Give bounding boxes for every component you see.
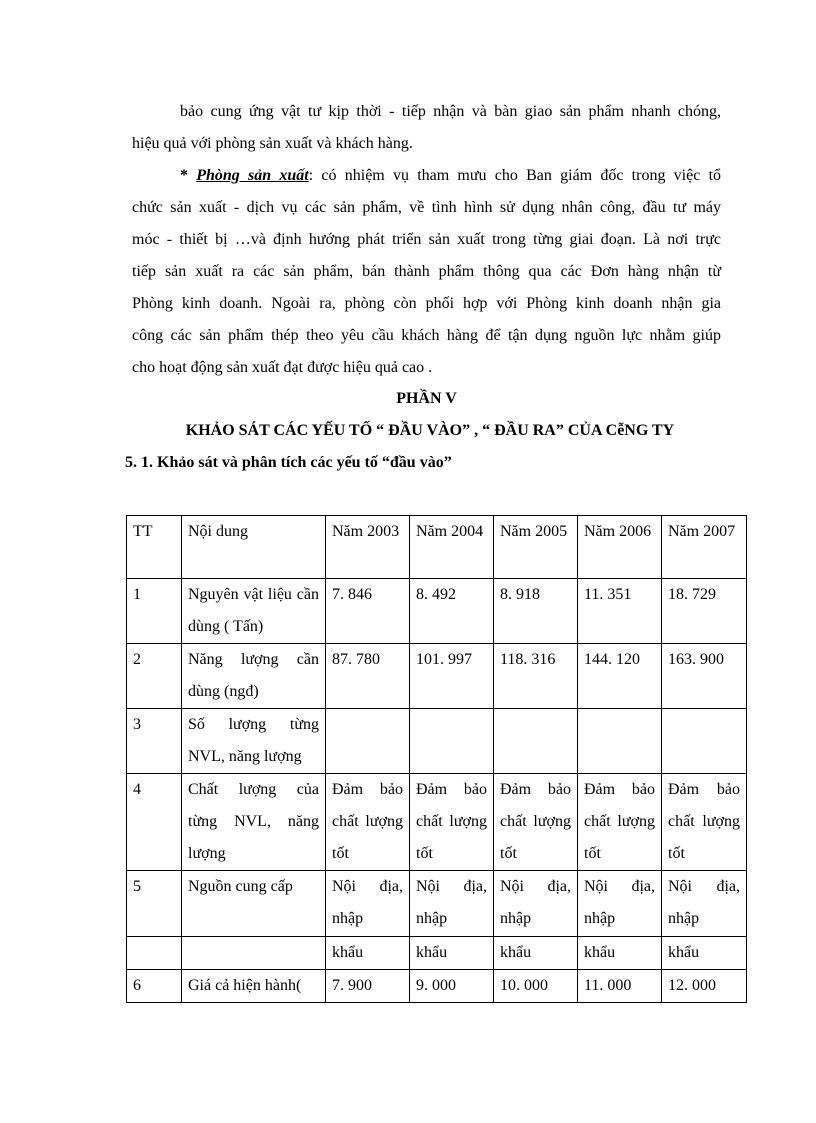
table-cell: Đảm bảo chất lượng tốt [661, 773, 747, 871]
table-cell: 2 [126, 643, 182, 709]
text-line: Phòng kinh doanh. Ngoài ra, phòng còn ph… [132, 295, 721, 312]
table-cell: 87. 780 [325, 643, 410, 709]
text-line: công các sản phẩm thép theo yêu cầu khác… [132, 327, 721, 344]
table-cell [577, 708, 662, 774]
table-cell [325, 708, 410, 774]
table-row: 5 Nguồn cung cấp Nội địa, nhập Nội địa, nhậ… [126, 870, 747, 937]
table-cell: khẩu [325, 936, 410, 970]
part-title: PHẦN V [396, 390, 457, 407]
table-cell [126, 936, 182, 970]
table-cell: 10. 000 [493, 969, 578, 1003]
table-cell: Nguồn cung cấp [181, 870, 326, 937]
table-cell: 8. 492 [409, 578, 494, 644]
table-cell: Chất lượng của từng NVL, năng lượng [181, 773, 326, 871]
table-cell: khẩu [409, 936, 494, 970]
table-cell: 8. 918 [493, 578, 578, 644]
table-cell: 7. 900 [325, 969, 410, 1003]
text-line: tiếp sản xuất ra các sản phẩm, bán thành… [132, 263, 721, 280]
header-cell: Năm 2004 [409, 515, 494, 579]
heading-phong-san-xuat: Phòng sản xuất [196, 167, 309, 184]
header-cell: Năm 2003 [325, 515, 410, 579]
bullet: * [180, 167, 197, 184]
header-cell: TT [126, 515, 182, 579]
table-cell: Đảm bảo chất lượng tốt [409, 773, 494, 871]
text-line: cho hoạt động sản xuất đạt được hiệu quả… [132, 359, 433, 376]
text-line: hiệu quả với phòng sản xuất và khách hàn… [132, 135, 413, 152]
table-cell: 3 [126, 708, 182, 774]
table-cell: Nội địa, nhập [409, 870, 494, 937]
table-cell: Đảm bảo chất lượng tốt [577, 773, 662, 871]
table-cell: Giá cả hiện hành( [181, 969, 326, 1003]
table-cell: 1 [126, 578, 182, 644]
table-row: 1 Nguyên vật liệu cần dùng ( Tấn) 7. 846 8.… [126, 578, 747, 644]
table-cell: 12. 000 [661, 969, 747, 1003]
table-cell: Nội địa, nhập [577, 870, 662, 937]
table-cell: 144. 120 [577, 643, 662, 709]
table-cell: Nguyên vật liệu cần dùng ( Tấn) [181, 578, 326, 644]
table-cell: khẩu [661, 936, 747, 970]
table-cell: Nội địa, nhập [493, 870, 578, 937]
table-cell: 11. 351 [577, 578, 662, 644]
table-row: 4 Chất lượng của từng NVL, năng lượng Đảm … [126, 773, 747, 871]
text-line: * Phòng sản xuất: có nhiệm vụ tham mưu c… [132, 160, 721, 192]
table-row: khẩu khẩu khẩu khẩu khẩu [126, 936, 747, 970]
part-subtitle: KHẢO SÁT CÁC YẾU TỐ “ ĐẦU VÀO” , “ ĐẦU R… [185, 422, 675, 439]
text-span: : có nhiệm vụ tham mưu cho Ban giám đốc … [308, 167, 722, 184]
header-cell: Nội dung [181, 515, 326, 579]
table-cell: 11. 000 [577, 969, 662, 1003]
table-cell: 101. 997 [409, 643, 494, 709]
header-cell: Năm 2007 [661, 515, 747, 579]
table-cell: 163. 900 [661, 643, 747, 709]
table-cell: Nội địa, nhập [661, 870, 747, 937]
text-line: bảo cung ứng vật tư kịp thời - tiếp nhận… [180, 103, 721, 120]
paragraph-1: bảo cung ứng vật tư kịp thời - tiếp nhận… [132, 96, 721, 160]
table-cell: khẩu [493, 936, 578, 970]
table-cell: khẩu [577, 936, 662, 970]
table-cell [181, 936, 326, 970]
header-cell: Năm 2006 [577, 515, 662, 579]
table-row: 3 Số lượng từng NVL, năng lượng [126, 708, 747, 774]
paragraph-2: * Phòng sản xuất: có nhiệm vụ tham mưu c… [132, 160, 721, 384]
section-title: 5. 1. Khảo sát và phân tích các yếu tố “… [125, 454, 452, 471]
table-row: 2 Năng lượng cần dùng (ngđ) 87. 780 101. 99… [126, 643, 747, 709]
table-cell: Đảm bảo chất lượng tốt [493, 773, 578, 871]
table-cell [493, 708, 578, 774]
table-cell: 7. 846 [325, 578, 410, 644]
table-cell [661, 708, 747, 774]
table-cell: Nội địa, nhập [325, 870, 410, 937]
table-cell: Số lượng từng NVL, năng lượng [181, 708, 326, 774]
text-line: chức sản xuất - dịch vụ các sản phẩm, về… [132, 199, 721, 216]
table-cell: Đảm bảo chất lượng tốt [325, 773, 410, 871]
text-line: móc - thiết bị …và định hướng phát triển… [132, 231, 721, 248]
header-cell: Năm 2005 [493, 515, 578, 579]
table-cell: 5 [126, 870, 182, 937]
table-header-row: TT Nội dung Năm 2003 Năm 2004 Năm 2005 Năm 20… [126, 515, 747, 579]
table-cell: 18. 729 [661, 578, 747, 644]
table-cell: 9. 000 [409, 969, 494, 1003]
table-cell [409, 708, 494, 774]
input-factors-table: TT Nội dung Năm 2003 Năm 2004 Năm 2005 Năm 20… [126, 515, 747, 1003]
table-cell: Năng lượng cần dùng (ngđ) [181, 643, 326, 709]
table-cell: 6 [126, 969, 182, 1003]
table-row: 6 Giá cả hiện hành(7. 900 9. 000 10. 000 11.… [126, 969, 747, 1003]
table-cell: 4 [126, 773, 182, 871]
table-cell: 118. 316 [493, 643, 578, 709]
